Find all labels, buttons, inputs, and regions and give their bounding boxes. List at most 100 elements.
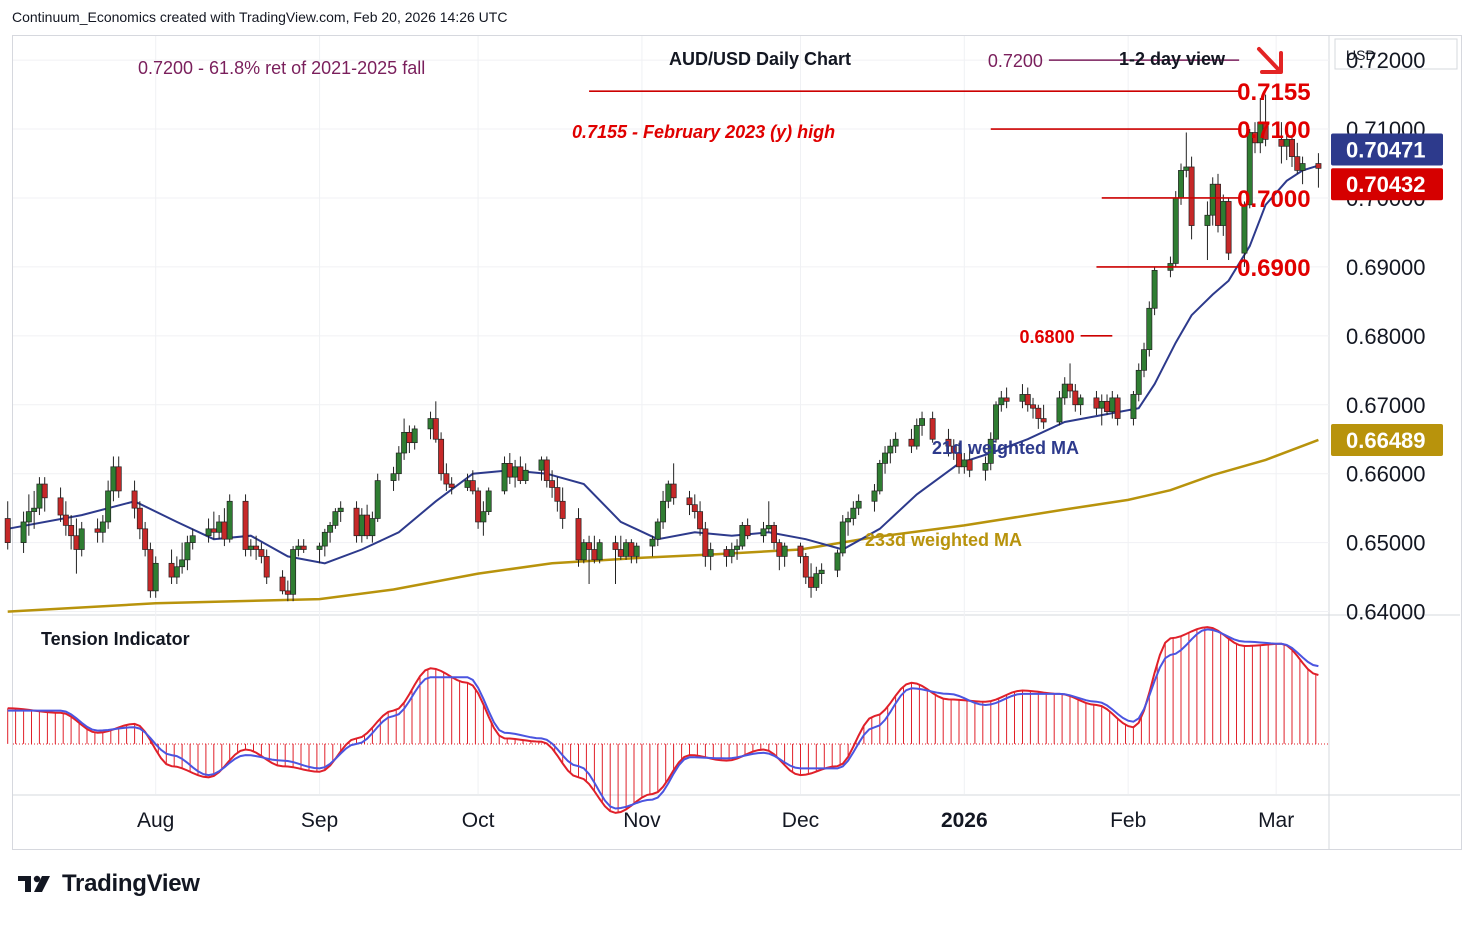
candle-down <box>1035 404 1042 429</box>
candle-down <box>469 470 476 495</box>
candle-body <box>797 545 804 557</box>
candle-body <box>1299 163 1306 171</box>
candle-down <box>131 480 138 519</box>
candle-up <box>501 456 508 495</box>
candle-body <box>1151 270 1158 309</box>
candle-body <box>1104 400 1110 413</box>
candle-down <box>142 521 149 557</box>
candle-down <box>697 501 704 536</box>
candle-body <box>295 545 302 550</box>
candle-body <box>1003 397 1010 402</box>
candle-body <box>353 507 360 537</box>
candle-body <box>850 507 857 519</box>
candle-down <box>448 477 455 495</box>
tension-signal-line <box>7 628 1319 810</box>
candle-body <box>506 463 513 478</box>
candle-body <box>697 511 704 530</box>
candle-body <box>892 438 899 447</box>
candle-down <box>443 463 450 491</box>
candle-body <box>136 507 143 530</box>
candle-up <box>850 501 857 526</box>
candle-up <box>485 487 492 516</box>
candle-up <box>480 501 487 536</box>
candle-body <box>205 528 212 537</box>
candle-up <box>184 535 191 571</box>
candle-body <box>612 542 619 550</box>
candle-body <box>982 463 989 471</box>
candle-body <box>1019 394 1026 402</box>
candle-body <box>401 431 408 454</box>
x-tick-label: Nov <box>623 809 661 832</box>
candle-body <box>707 549 714 557</box>
candle-up <box>327 521 334 543</box>
candle-down <box>1024 387 1031 412</box>
candle-body <box>327 525 334 533</box>
candle-body <box>813 573 820 588</box>
candle-body <box>184 542 191 561</box>
brand[interactable]: TradingView <box>16 870 200 898</box>
candle-body <box>1056 397 1063 423</box>
candle-body <box>20 521 27 543</box>
candle-down <box>612 535 619 584</box>
candle-down <box>1040 404 1047 429</box>
candle-body <box>728 549 735 557</box>
candle-body <box>998 397 1005 406</box>
candle-body <box>221 521 228 540</box>
candle-body <box>1262 121 1269 140</box>
candle-body <box>945 438 952 447</box>
candle-down <box>744 518 751 540</box>
brand-name: TradingView <box>62 870 200 897</box>
candle-down <box>559 487 566 529</box>
candle-body <box>691 504 698 512</box>
candle-up <box>982 456 989 481</box>
candle-body <box>1093 397 1100 409</box>
candle-up <box>337 501 344 522</box>
candles <box>4 94 1322 602</box>
candle-body <box>744 525 751 537</box>
candle-up <box>654 518 661 547</box>
candle-down <box>68 515 75 550</box>
candle-body <box>1289 139 1295 157</box>
level-label-0.6800: 0.6800 <box>1020 327 1075 347</box>
candle-body <box>1315 163 1322 169</box>
candle-body <box>855 500 862 509</box>
candle-up <box>987 432 994 471</box>
candle-body <box>919 418 925 426</box>
candle-body <box>1061 383 1068 399</box>
candle-body <box>332 511 339 526</box>
y-tick-label: 0.65000 <box>1346 531 1426 556</box>
candle-down <box>1030 397 1036 419</box>
tension-indicator-pane <box>7 626 1329 814</box>
x-tick-label: Oct <box>462 809 495 832</box>
candle-up <box>247 539 254 557</box>
chart-header-credit: Continuum_Economics created with Trading… <box>12 9 508 25</box>
candle-up <box>845 511 852 536</box>
candle-up <box>173 556 180 584</box>
candle-up <box>919 411 925 436</box>
candle-up <box>623 539 630 560</box>
candle-body <box>686 497 693 506</box>
candle-down <box>802 552 809 584</box>
candle-body <box>168 562 175 578</box>
candle-body <box>765 525 772 530</box>
candle-body <box>839 521 846 554</box>
candle-body <box>913 425 920 447</box>
candle-body <box>1294 156 1301 171</box>
candle-body <box>1130 394 1137 419</box>
candle-up <box>316 542 323 564</box>
candle-body <box>94 528 101 533</box>
candle-up <box>205 518 212 543</box>
candle-body <box>316 545 323 550</box>
candle-body <box>142 528 149 550</box>
candle-up <box>427 411 434 440</box>
candle-down <box>1003 387 1010 409</box>
candle-down <box>1215 173 1221 233</box>
candle-up <box>522 463 529 485</box>
candle-body <box>263 556 270 578</box>
level-label-0.7200: 0.7200 <box>988 51 1043 71</box>
candle-body <box>173 566 180 578</box>
candle-body <box>364 514 371 537</box>
candle-down <box>506 453 513 485</box>
candle-up <box>765 501 772 533</box>
